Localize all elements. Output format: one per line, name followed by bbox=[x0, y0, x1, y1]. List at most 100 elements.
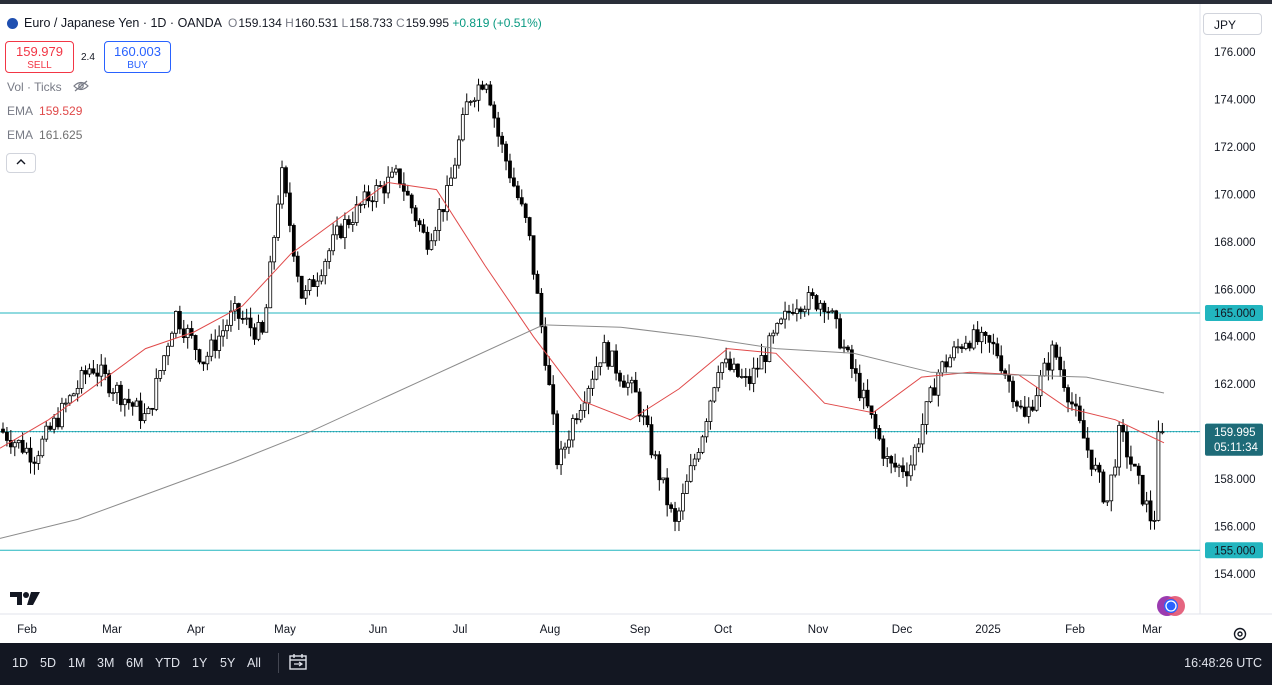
timeframe-all-button[interactable]: All bbox=[247, 656, 261, 670]
candle-body bbox=[1148, 500, 1153, 522]
ema-slow-label: EMA bbox=[7, 128, 34, 142]
candle-body bbox=[425, 231, 430, 250]
candle-body bbox=[1136, 465, 1141, 476]
candle-body bbox=[1160, 431, 1165, 434]
calendar-icon[interactable] bbox=[288, 652, 308, 675]
ema-slow-indicator[interactable]: EMA 161.625 bbox=[7, 128, 82, 142]
candle-body bbox=[987, 335, 992, 343]
ema-fast-line bbox=[0, 181, 1165, 449]
candle-body bbox=[779, 318, 784, 324]
candle-body bbox=[346, 219, 351, 225]
timeframe-ytd-button[interactable]: YTD bbox=[155, 656, 180, 670]
candle-body bbox=[122, 398, 127, 406]
candle-body bbox=[739, 376, 744, 378]
gear-icon[interactable] bbox=[1232, 626, 1248, 647]
candle-body bbox=[315, 280, 320, 287]
candle-body bbox=[1089, 449, 1094, 470]
compare-symbols-icon[interactable] bbox=[1155, 595, 1189, 622]
candle-body bbox=[759, 355, 764, 370]
tradingview-logo-icon[interactable] bbox=[10, 590, 42, 611]
candle-body bbox=[1144, 500, 1149, 505]
candle-body bbox=[67, 395, 72, 404]
candle-body bbox=[688, 465, 693, 482]
candle-body bbox=[857, 372, 862, 399]
candle-body bbox=[885, 456, 890, 459]
candle-body bbox=[71, 393, 76, 397]
candle-body bbox=[252, 327, 257, 340]
candle-body bbox=[523, 203, 528, 218]
candle-body bbox=[598, 362, 603, 367]
timeframe-5d-button[interactable]: 5D bbox=[40, 656, 56, 670]
chart-pane[interactable]: 176.000 174.000 172.000 170.000 168.000 166.0… bbox=[0, 4, 1272, 643]
symbol-title[interactable]: Euro / Japanese Yen · 1D · OANDA bbox=[24, 16, 223, 30]
candle-body bbox=[908, 464, 913, 477]
candle-body bbox=[409, 194, 414, 209]
candle-body bbox=[669, 504, 673, 509]
timeframe-6m-button[interactable]: 6M bbox=[126, 656, 144, 670]
ema-fast-indicator[interactable]: EMA 159.529 bbox=[7, 104, 82, 118]
candle-body bbox=[861, 389, 866, 399]
candle-body bbox=[52, 417, 56, 430]
currency-selector[interactable]: JPY bbox=[1203, 13, 1262, 35]
candle-body bbox=[645, 415, 650, 426]
sell-button[interactable]: 159.979 SELL bbox=[5, 41, 74, 73]
candle-body bbox=[386, 176, 391, 194]
candle-body bbox=[221, 330, 225, 337]
utc-clock[interactable]: 16:48:26 UTC bbox=[1184, 656, 1262, 670]
candle-body bbox=[979, 331, 984, 343]
candle-body bbox=[1011, 380, 1015, 403]
eye-off-icon[interactable] bbox=[73, 80, 89, 95]
candle-body bbox=[401, 183, 406, 192]
candle-body bbox=[185, 328, 190, 338]
collapse-legend-button[interactable] bbox=[6, 153, 36, 173]
timeframe-5y-button[interactable]: 5Y bbox=[220, 656, 236, 670]
horizontal-levels[interactable] bbox=[0, 312, 1200, 551]
candle-body bbox=[205, 355, 210, 365]
candle-body bbox=[653, 454, 658, 457]
candle-body bbox=[240, 318, 245, 320]
candle-body bbox=[197, 349, 202, 363]
candle-body bbox=[24, 447, 29, 453]
candle-body bbox=[1117, 424, 1122, 468]
timeframe-1m-button[interactable]: 1M bbox=[68, 656, 86, 670]
time-axis[interactable]: Feb Mar Apr May Jun Jul Aug Sep Oct Nov Dec 2025 Feb… bbox=[17, 624, 1162, 636]
candle-body bbox=[1018, 405, 1023, 408]
candle-body bbox=[83, 370, 88, 375]
price-tick: 168.000 bbox=[1214, 237, 1256, 249]
time-tick: Mar bbox=[102, 624, 122, 636]
timeframe-1d-button[interactable]: 1D bbox=[12, 656, 28, 670]
volume-indicator[interactable]: Vol · Ticks bbox=[7, 80, 89, 95]
timeframe-1y-button[interactable]: 1Y bbox=[192, 656, 208, 670]
candle-body bbox=[527, 217, 532, 237]
candle-body bbox=[889, 456, 894, 464]
candle-body bbox=[60, 402, 64, 428]
candle-body bbox=[787, 310, 791, 313]
candle-body bbox=[555, 413, 560, 466]
candle-body bbox=[256, 321, 261, 340]
candle-body bbox=[680, 493, 685, 512]
candle-body bbox=[154, 377, 159, 410]
candle-body bbox=[535, 273, 540, 294]
candle-body bbox=[956, 346, 960, 349]
price-axis[interactable]: 176.000 174.000 172.000 170.000 168.000 166.0… bbox=[1205, 47, 1263, 581]
price-plot[interactable]: 176.000 174.000 172.000 170.000 168.000 166.0… bbox=[0, 4, 1272, 643]
candle-body bbox=[248, 317, 253, 329]
candle-body bbox=[936, 372, 941, 396]
timeframe-3m-button[interactable]: 3M bbox=[97, 656, 115, 670]
candle-body bbox=[783, 310, 787, 320]
candle-body bbox=[928, 387, 933, 403]
candle-body bbox=[374, 185, 379, 202]
price-tick: 154.000 bbox=[1214, 569, 1256, 581]
candle-body bbox=[453, 164, 457, 179]
candle-body bbox=[174, 311, 178, 334]
candle-body bbox=[543, 326, 548, 366]
buy-button[interactable]: 160.003 BUY bbox=[104, 41, 171, 73]
time-tick: Aug bbox=[540, 624, 560, 636]
symbol-legend[interactable]: Euro / Japanese Yen · 1D · OANDA O159.13… bbox=[7, 16, 542, 30]
candle-body bbox=[158, 370, 163, 379]
candle-body bbox=[1125, 431, 1129, 458]
candle-body bbox=[111, 392, 115, 395]
candle-body bbox=[193, 335, 198, 351]
candle-body bbox=[720, 362, 725, 373]
candle-body bbox=[382, 185, 387, 194]
